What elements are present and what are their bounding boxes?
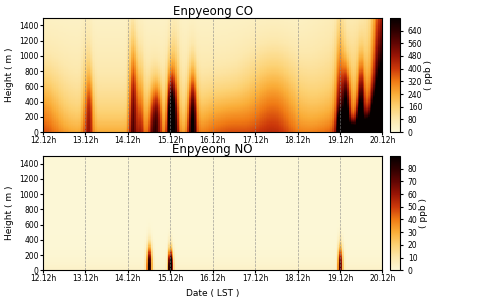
Title: Enpyeong NO: Enpyeong NO [173,143,253,156]
Y-axis label: ( ppb ): ( ppb ) [419,198,428,228]
X-axis label: Date ( LST ): Date ( LST ) [186,289,239,297]
Title: Enpyeong CO: Enpyeong CO [173,5,253,18]
Y-axis label: ( ppb ): ( ppb ) [424,60,433,90]
Y-axis label: Height ( m ): Height ( m ) [5,48,14,102]
Y-axis label: Height ( m ): Height ( m ) [5,186,14,240]
